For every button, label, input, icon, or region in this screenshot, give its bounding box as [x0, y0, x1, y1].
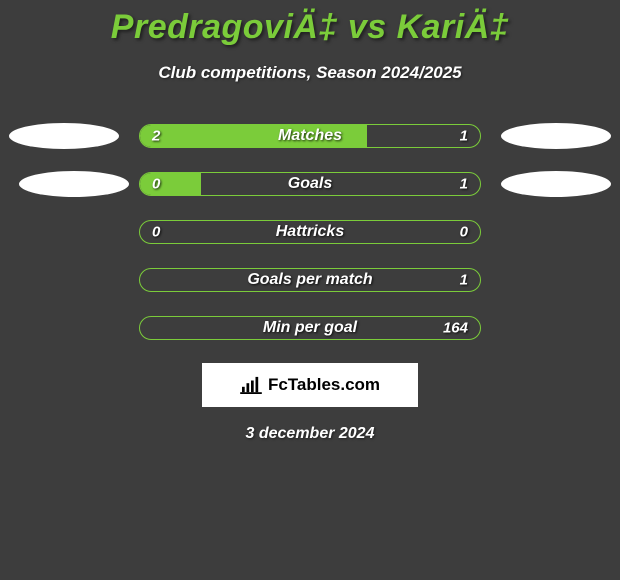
- stats-rows: 2 Matches 1 0 Goals 1 0 Hattricks: [0, 123, 620, 341]
- stat-row: Min per goal 164: [0, 315, 620, 341]
- stat-right-value: 1: [460, 176, 468, 193]
- attribution-text: FcTables.com: [268, 375, 380, 395]
- attribution-badge: FcTables.com: [202, 363, 418, 407]
- ellipse-spacer: [9, 315, 119, 341]
- ellipse-spacer: [501, 315, 611, 341]
- stat-right-value: 1: [460, 128, 468, 145]
- player-left-mark: [9, 123, 119, 149]
- stat-bar: 2 Matches 1: [139, 124, 481, 148]
- stat-bar: Min per goal 164: [139, 316, 481, 340]
- ellipse-spacer: [9, 267, 119, 293]
- stat-right-value: 1: [460, 272, 468, 289]
- ellipse-spacer: [501, 267, 611, 293]
- stat-row: 0 Goals 1: [0, 171, 620, 197]
- stat-bar: 0 Goals 1: [139, 172, 481, 196]
- stat-right-value: 164: [443, 320, 468, 337]
- stat-label: Min per goal: [140, 319, 480, 337]
- stat-label: Goals per match: [140, 271, 480, 289]
- stat-label: Goals: [140, 175, 480, 193]
- stat-row: 0 Hattricks 0: [0, 219, 620, 245]
- stat-bar: Goals per match 1: [139, 268, 481, 292]
- stat-row: 2 Matches 1: [0, 123, 620, 149]
- chart-bars-icon: [240, 376, 262, 394]
- comparison-widget: PredragoviÄ‡ vs KariÄ‡ Club competitions…: [0, 0, 620, 443]
- subtitle: Club competitions, Season 2024/2025: [0, 63, 620, 83]
- stat-row: Goals per match 1: [0, 267, 620, 293]
- stat-right-value: 0: [460, 224, 468, 241]
- page-title: PredragoviÄ‡ vs KariÄ‡: [0, 8, 620, 47]
- stat-label: Matches: [140, 127, 480, 145]
- stat-label: Hattricks: [140, 223, 480, 241]
- player-right-mark: [501, 123, 611, 149]
- player-left-mark: [19, 171, 129, 197]
- date-label: 3 december 2024: [0, 425, 620, 443]
- stat-bar: 0 Hattricks 0: [139, 220, 481, 244]
- ellipse-spacer: [501, 219, 611, 245]
- player-right-mark: [501, 171, 611, 197]
- ellipse-spacer: [9, 219, 119, 245]
